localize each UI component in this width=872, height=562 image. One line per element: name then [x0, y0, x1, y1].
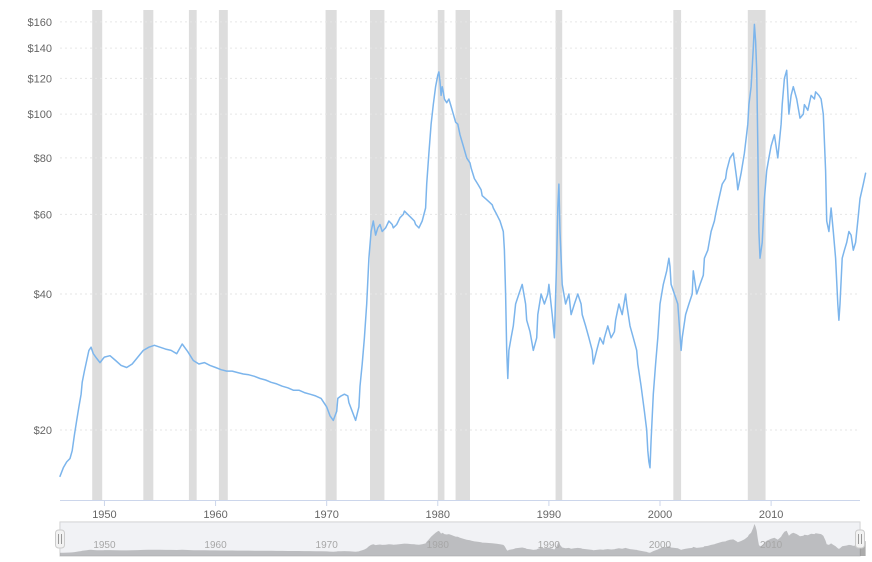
price-chart: $20 $40 $60 $80 $100 $120 $140 $160 1950 1960 1970…: [0, 0, 872, 562]
x-axis-label: 2010: [759, 509, 783, 521]
recession-band: [673, 10, 681, 500]
y-axis-label: $40: [34, 289, 52, 301]
recession-band: [326, 10, 337, 500]
navigator-x-label: 1990: [538, 540, 561, 551]
recession-band: [456, 10, 470, 500]
recession-band: [189, 10, 197, 500]
y-axis-label: $60: [34, 209, 52, 221]
recession-band: [370, 10, 384, 500]
x-axis-label: 1950: [92, 509, 116, 521]
y-axis-label: $160: [28, 17, 52, 29]
x-axis-label: 2000: [648, 509, 672, 521]
navigator-x-label: 2000: [649, 540, 672, 551]
recession-band: [92, 10, 102, 500]
recession-band: [219, 10, 228, 500]
chart-svg: $20 $40 $60 $80 $100 $120 $140 $160 1950 1960 1970…: [0, 0, 872, 562]
navigator-x-label: 1960: [204, 540, 227, 551]
y-axis-label: $100: [28, 109, 52, 121]
recession-band: [438, 10, 445, 500]
navigator-x-label: 1970: [316, 540, 339, 551]
y-axis-label: $120: [28, 73, 52, 85]
navigator-handle-right[interactable]: [856, 530, 865, 548]
navigator-x-label: 1950: [93, 540, 116, 551]
y-axis-label: $20: [34, 425, 52, 437]
recession-band: [143, 10, 153, 500]
navigator-handle-left[interactable]: [56, 530, 65, 548]
y-axis-label: $140: [28, 43, 52, 55]
x-axis-label: 1980: [426, 509, 450, 521]
navigator-mask[interactable]: [60, 522, 860, 556]
x-axis-label: 1970: [314, 509, 338, 521]
x-axis-label: 1990: [537, 509, 561, 521]
y-axis-label: $80: [34, 153, 52, 165]
x-axis-label: 1960: [203, 509, 227, 521]
navigator-x-label: 1980: [427, 540, 450, 551]
navigator-x-label: 2010: [760, 540, 783, 551]
